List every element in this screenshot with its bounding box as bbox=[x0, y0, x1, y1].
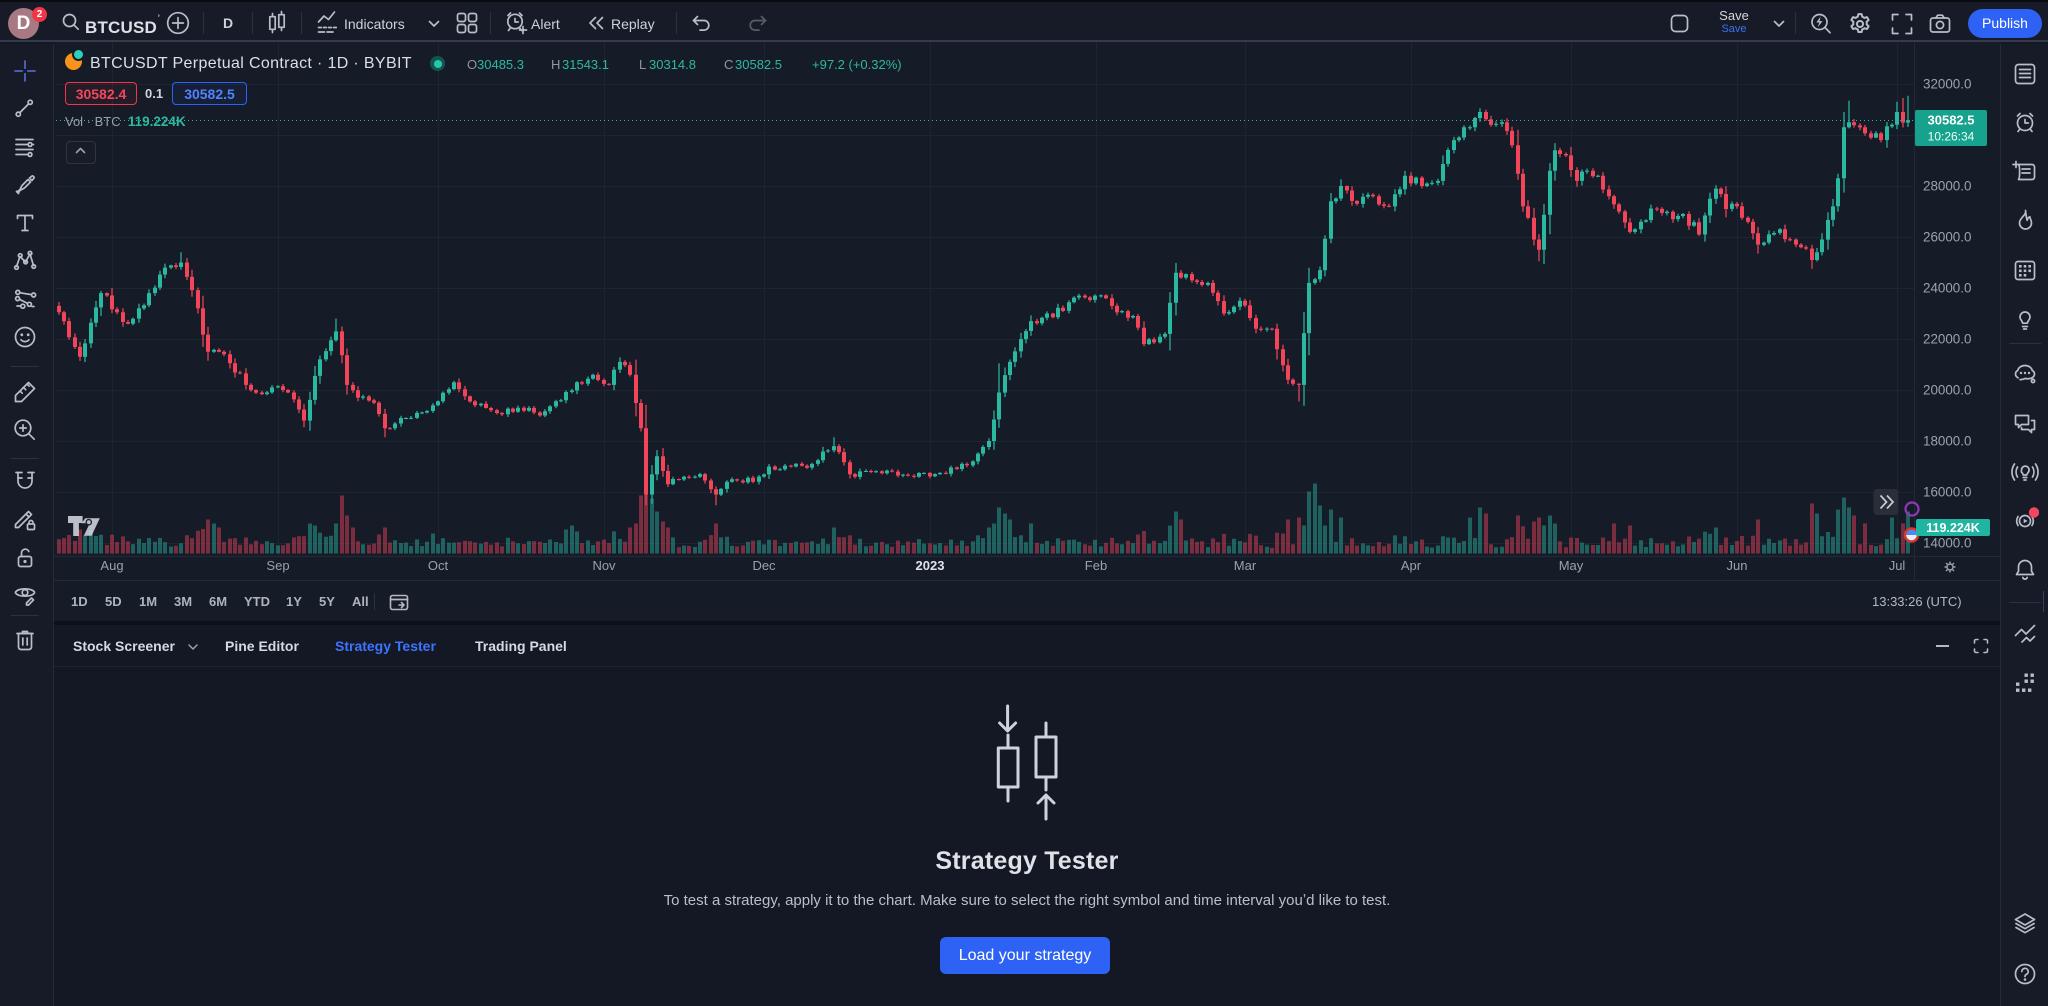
svg-text:28000.0: 28000.0 bbox=[1923, 179, 1971, 194]
svg-text:Apr: Apr bbox=[1401, 558, 1422, 573]
svg-text:20000.0: 20000.0 bbox=[1923, 383, 1971, 398]
svg-text:32000.0: 32000.0 bbox=[1923, 77, 1971, 92]
svg-text:30582.5: 30582.5 bbox=[1928, 113, 1975, 128]
svg-text:16000.0: 16000.0 bbox=[1923, 485, 1971, 500]
svg-text:Jun: Jun bbox=[1727, 558, 1748, 573]
svg-text:Feb: Feb bbox=[1085, 558, 1107, 573]
svg-text:Aug: Aug bbox=[100, 558, 123, 573]
svg-text:Jul: Jul bbox=[1889, 558, 1906, 573]
svg-text:10:26:34: 10:26:34 bbox=[1928, 130, 1975, 144]
svg-text:18000.0: 18000.0 bbox=[1923, 434, 1971, 449]
svg-text:Mar: Mar bbox=[1234, 558, 1257, 573]
svg-text:Nov: Nov bbox=[592, 558, 616, 573]
svg-text:22000.0: 22000.0 bbox=[1923, 332, 1971, 347]
svg-text:2023: 2023 bbox=[916, 558, 945, 573]
svg-text:119.224K: 119.224K bbox=[1926, 521, 1980, 535]
svg-text:26000.0: 26000.0 bbox=[1923, 230, 1971, 245]
svg-text:May: May bbox=[1559, 558, 1584, 573]
svg-text:Oct: Oct bbox=[428, 558, 449, 573]
svg-text:14000.0: 14000.0 bbox=[1923, 536, 1971, 551]
svg-text:24000.0: 24000.0 bbox=[1923, 281, 1971, 296]
svg-text:Dec: Dec bbox=[752, 558, 776, 573]
svg-text:Sep: Sep bbox=[266, 558, 289, 573]
